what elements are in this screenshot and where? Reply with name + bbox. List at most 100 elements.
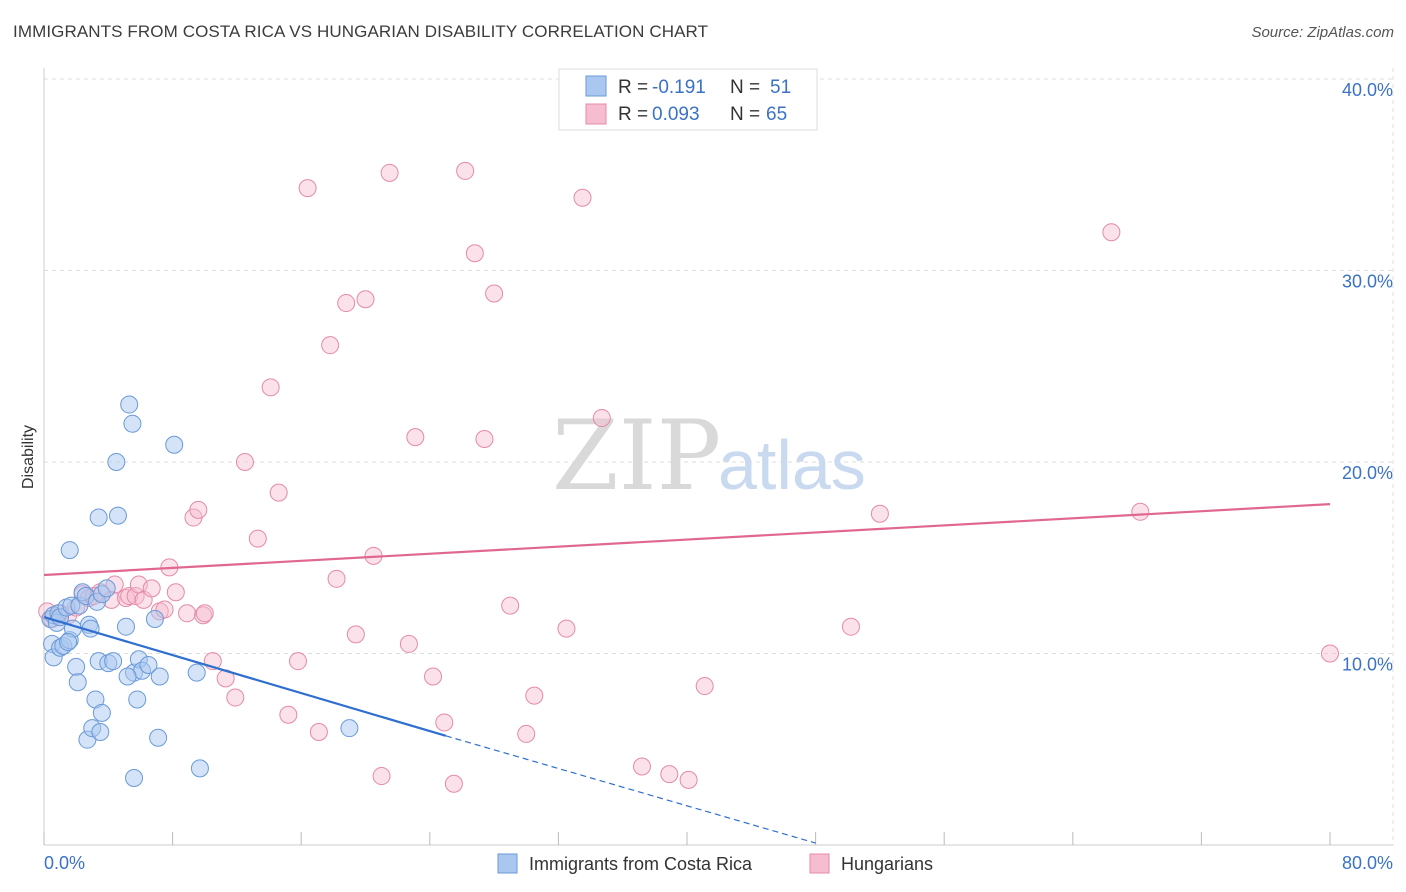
hungarians-point (592, 408, 611, 427)
hungarians-points (38, 161, 1339, 793)
hungarians-point (298, 179, 317, 198)
legend-n-label-1: N = (730, 77, 760, 98)
hungarians-point (346, 625, 365, 644)
hungarians-point (142, 579, 161, 598)
hungarians-point (465, 244, 484, 263)
hungarians-point (435, 713, 454, 732)
costa-rica-point (107, 453, 126, 471)
hungarians-point (1321, 644, 1339, 663)
chart-title: IMMIGRANTS FROM COSTA RICA VS HUNGARIAN … (13, 22, 709, 41)
hungarians-point (456, 161, 475, 180)
costa-rica-point (149, 728, 168, 747)
hungarians-point (573, 188, 592, 207)
watermark-atlas: atlas (718, 426, 866, 504)
legend-n-label-2: N = (730, 104, 760, 125)
bottom-legend-label-1: Immigrants from Costa Rica (529, 854, 753, 874)
watermark-zip: ZIP (552, 400, 721, 512)
y-tick-label: 30.0% (1342, 272, 1393, 292)
hungarians-point (269, 483, 288, 502)
hungarians-trend-line (43, 503, 1331, 577)
legend-box: R = -0.191 N = 51 R = 0.093 N = 65 (558, 68, 818, 131)
hungarians-point (660, 765, 679, 784)
costa-rica-point (139, 655, 158, 674)
hungarians-point (380, 163, 399, 182)
source-label: Source: ZipAtlas.com (1251, 24, 1394, 41)
hungarians-point (321, 336, 340, 355)
hungarians-point (517, 724, 536, 743)
costa-rica-point (120, 395, 139, 414)
hungarians-point (235, 453, 254, 471)
hungarians-point (226, 688, 245, 707)
x-tick-min: 0.0% (44, 853, 85, 873)
hungarians-point (288, 652, 307, 671)
hungarians-point (870, 504, 889, 523)
costa-rica-point (97, 579, 116, 598)
costa-rica-point (125, 768, 144, 787)
x-tick-max: 80.0% (1342, 853, 1393, 873)
costa-rica-point (108, 506, 127, 525)
hungarians-point (695, 677, 714, 696)
costa-rica-point (118, 667, 137, 686)
hungarians-point (632, 757, 651, 776)
hungarians-point (195, 604, 214, 623)
costa-rica-points (41, 395, 359, 787)
hungarians-point (444, 774, 463, 793)
costa-rica-trend-extension (445, 735, 816, 844)
costa-rica-point (123, 414, 142, 433)
hungarians-point (424, 667, 443, 686)
costa-rica-point (150, 667, 169, 686)
y-axis-label: Disability (20, 425, 37, 489)
y-tick-label: 20.0% (1342, 463, 1393, 483)
hungarians-point (372, 767, 391, 786)
trend-lines (43, 503, 1331, 844)
costa-rica-point (92, 703, 111, 722)
legend-n-value-2: 65 (766, 104, 787, 125)
hungarians-point (261, 378, 280, 397)
costa-rica-point (340, 719, 359, 738)
costa-rica-point (116, 617, 135, 636)
hungarians-point (679, 770, 698, 789)
hungarians-point (501, 596, 520, 615)
costa-rica-point (60, 541, 79, 560)
costa-rica-point (67, 657, 86, 676)
hungarians-point (120, 587, 139, 606)
hungarians-point (248, 529, 267, 548)
legend-r-label-2: R = (618, 104, 648, 125)
bottom-legend-label-2: Hungarians (841, 854, 933, 874)
axes (43, 68, 1393, 846)
hungarians-point (356, 290, 375, 309)
legend-swatch-blue (585, 75, 607, 97)
bottom-legend-swatch-pink (809, 853, 830, 874)
hungarians-point (309, 723, 328, 742)
hungarians-point (1131, 502, 1150, 521)
hungarians-point (178, 604, 197, 623)
legend-r-value-2: 0.093 (652, 104, 700, 125)
costa-rica-point (59, 633, 78, 652)
hungarians-point (841, 617, 860, 636)
hungarians-point (475, 430, 494, 449)
hungarians-point (406, 428, 425, 447)
costa-rica-point (128, 690, 147, 709)
hungarians-point (1102, 223, 1121, 242)
costa-rica-point (187, 663, 206, 682)
costa-rica-point (190, 759, 209, 778)
costa-rica-point (145, 610, 164, 629)
y-tick-labels: 10.0% 20.0% 30.0% 40.0% (1342, 80, 1393, 675)
bottom-legend-swatch-blue (497, 853, 518, 874)
hungarians-point (557, 619, 576, 638)
costa-rica-point (91, 723, 110, 742)
costa-rica-trend-line (43, 616, 447, 737)
hungarians-point (327, 569, 346, 588)
legend-r-value-1: -0.191 (652, 77, 706, 98)
legend-r-label-1: R = (618, 77, 648, 98)
bottom-legend: Immigrants from Costa Rica Hungarians (497, 853, 933, 874)
legend-swatch-pink (585, 103, 607, 125)
y-tick-label: 10.0% (1342, 655, 1393, 675)
costa-rica-point (68, 673, 87, 692)
costa-rica-point (89, 508, 108, 527)
y-tick-label: 40.0% (1342, 80, 1393, 100)
hungarians-point (399, 634, 418, 653)
hungarians-point (525, 686, 544, 705)
legend-n-value-1: 51 (770, 77, 791, 98)
